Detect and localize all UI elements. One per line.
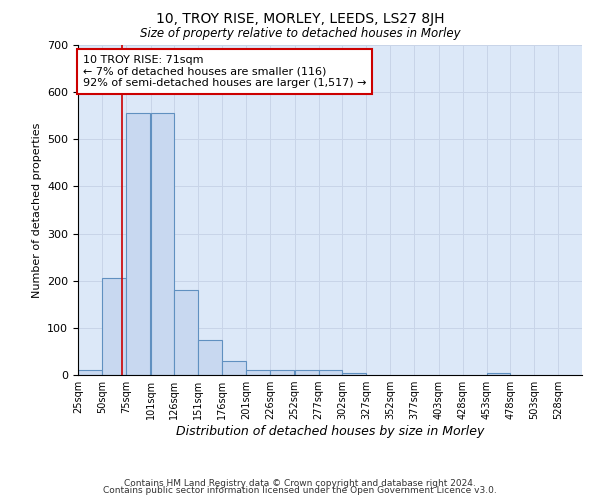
Bar (295, 370, 319, 375)
Text: Size of property relative to detached houses in Morley: Size of property relative to detached ho… (140, 28, 460, 40)
Bar (151, 114, 175, 375)
X-axis label: Distribution of detached houses by size in Morley: Distribution of detached houses by size … (176, 425, 484, 438)
Bar (319, 370, 343, 375)
Y-axis label: Number of detached properties: Number of detached properties (32, 122, 41, 298)
Bar (270, 370, 294, 375)
Text: 10, TROY RISE, MORLEY, LEEDS, LS27 8JH: 10, TROY RISE, MORLEY, LEEDS, LS27 8JH (156, 12, 444, 26)
Text: 10 TROY RISE: 71sqm
← 7% of detached houses are smaller (116)
92% of semi-detach: 10 TROY RISE: 71sqm ← 7% of detached hou… (83, 55, 367, 88)
Bar (198, 340, 222, 375)
Text: Contains HM Land Registry data © Crown copyright and database right 2024.: Contains HM Land Registry data © Crown c… (124, 478, 476, 488)
Text: Contains public sector information licensed under the Open Government Licence v3: Contains public sector information licen… (103, 486, 497, 495)
Bar (246, 370, 270, 375)
Bar (222, 361, 246, 375)
Bar (343, 372, 366, 375)
Bar (102, 278, 126, 375)
Bar (175, 290, 198, 375)
Bar (78, 370, 102, 375)
Bar (487, 372, 511, 375)
Bar (126, 114, 149, 375)
